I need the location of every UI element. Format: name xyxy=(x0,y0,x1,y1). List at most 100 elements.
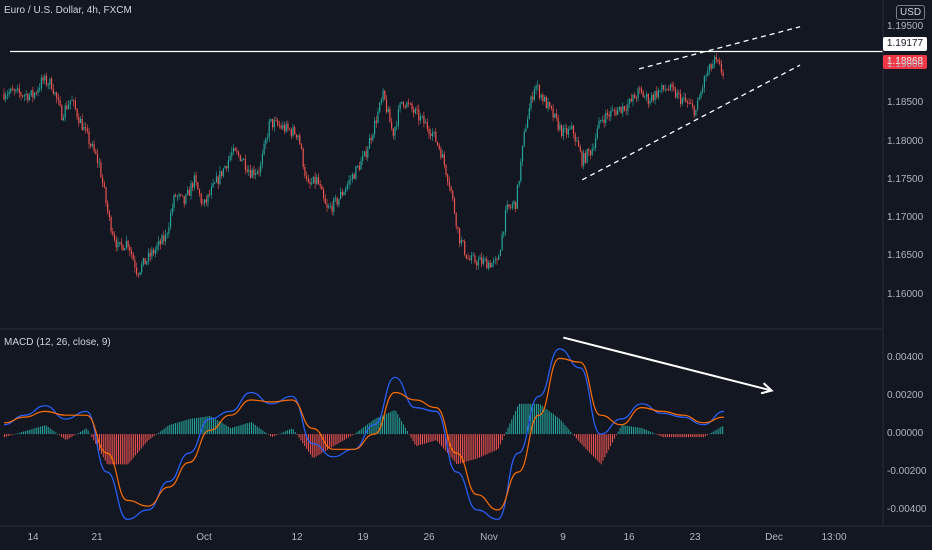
histogram-bar xyxy=(319,434,321,455)
histogram-bar xyxy=(281,432,283,435)
currency-badge[interactable]: USD xyxy=(896,5,926,20)
histogram-bar xyxy=(53,431,55,435)
candle-body xyxy=(654,91,656,101)
histogram-bar xyxy=(100,434,102,454)
histogram-bar xyxy=(292,429,294,435)
candle-body xyxy=(596,128,598,139)
histogram-bar xyxy=(165,427,167,435)
candle-body xyxy=(100,162,102,178)
histogram-bar xyxy=(653,433,655,435)
candle-body xyxy=(416,109,418,110)
candle-body xyxy=(581,151,583,166)
candle-body xyxy=(209,194,211,196)
candle-body xyxy=(294,127,296,135)
histogram-bar xyxy=(532,403,534,435)
candle-body xyxy=(472,255,474,257)
histogram-bar xyxy=(372,420,374,435)
candle-body xyxy=(88,131,90,144)
candle-body xyxy=(569,128,571,130)
histogram-bar xyxy=(475,434,477,459)
histogram-bar xyxy=(308,434,309,452)
candle-body xyxy=(632,94,634,102)
candle-body xyxy=(635,98,637,99)
histogram-bar xyxy=(678,434,680,438)
histogram-bar xyxy=(4,434,5,438)
histogram-bar xyxy=(243,424,245,435)
histogram-bar xyxy=(547,410,549,435)
candle-body xyxy=(280,125,282,129)
histogram-bar xyxy=(167,425,169,435)
candle-body xyxy=(108,211,110,217)
candle-body xyxy=(304,167,306,176)
histogram-bar xyxy=(140,434,142,449)
histogram-bar xyxy=(279,433,281,435)
macd-indicator-title[interactable]: MACD (12, 26, close, 9) xyxy=(4,337,111,348)
candle-body xyxy=(107,203,109,212)
candle-body xyxy=(659,90,661,91)
candle-body xyxy=(600,119,602,121)
candle-body xyxy=(428,128,430,134)
candle-body xyxy=(450,186,452,191)
candle-body xyxy=(52,89,54,94)
candle-body xyxy=(103,183,105,188)
histogram-bar xyxy=(68,434,70,439)
candle-body xyxy=(154,249,156,254)
histogram-bar xyxy=(452,434,454,460)
candle-body xyxy=(161,235,163,245)
histogram-bar xyxy=(233,427,235,435)
histogram-bar xyxy=(520,403,522,435)
histogram-bar xyxy=(665,434,667,438)
candle-body xyxy=(329,205,331,207)
histogram-bar xyxy=(477,434,479,459)
histogram-bar xyxy=(682,434,684,438)
histogram-bar xyxy=(129,434,131,463)
histogram-bar xyxy=(589,434,591,453)
histogram-bar xyxy=(232,427,233,435)
candle-body xyxy=(188,189,190,196)
histogram-bar xyxy=(195,418,197,435)
histogram-bar xyxy=(287,430,289,435)
candle-body xyxy=(555,113,558,118)
candle-body xyxy=(324,197,326,204)
candle-body xyxy=(136,267,138,274)
price-tick-label: 1.17500 xyxy=(887,173,924,185)
candle-body xyxy=(370,138,372,140)
price-tick-label: 1.18000 xyxy=(887,135,924,147)
histogram-bar xyxy=(498,434,499,449)
histogram-bar xyxy=(368,423,370,435)
candle-body xyxy=(647,94,649,104)
candle-body xyxy=(392,128,394,136)
histogram-bar xyxy=(570,431,572,435)
candle-body xyxy=(703,76,705,88)
histogram-bar xyxy=(435,434,437,441)
histogram-bar xyxy=(467,434,469,462)
candle-body xyxy=(705,75,707,77)
histogram-bar xyxy=(610,434,612,447)
histogram-bar xyxy=(558,418,560,435)
histogram-bar xyxy=(304,434,306,446)
candle-body xyxy=(232,148,235,152)
histogram-bar xyxy=(714,430,716,435)
candle-body xyxy=(426,122,428,129)
histogram-bar xyxy=(349,434,351,437)
candle-body xyxy=(134,260,136,268)
histogram-bar xyxy=(40,426,42,435)
candle-body xyxy=(413,109,415,113)
candle-body xyxy=(532,96,534,100)
candle-body xyxy=(210,187,212,195)
histogram-bar xyxy=(604,434,606,458)
histogram-bar xyxy=(420,434,422,445)
histogram-bar xyxy=(294,432,296,435)
candle-body xyxy=(387,109,389,113)
histogram-bar xyxy=(176,422,178,435)
histogram-bar xyxy=(247,423,249,435)
candle-body xyxy=(299,135,301,145)
candle-body xyxy=(302,148,304,167)
candle-body xyxy=(246,169,248,172)
histogram-bar xyxy=(21,432,23,435)
candle-body xyxy=(540,94,542,98)
candle-body xyxy=(261,154,263,165)
histogram-bar xyxy=(560,420,562,435)
histogram-bar xyxy=(370,421,372,435)
histogram-bar xyxy=(161,430,163,435)
